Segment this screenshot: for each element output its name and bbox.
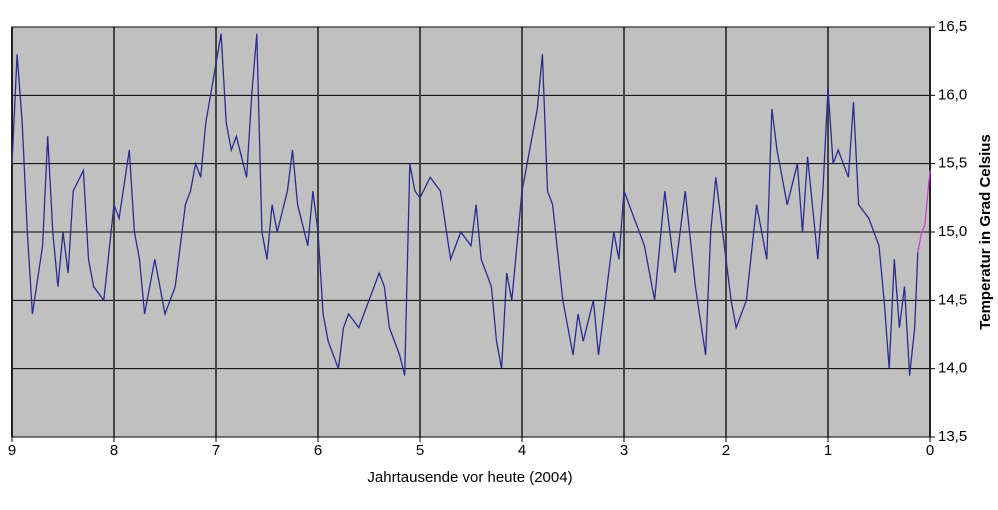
y-tick-label: 15,5 (938, 155, 967, 172)
y-tick-label: 16,5 (938, 18, 967, 35)
x-tick-label: 0 (926, 442, 934, 459)
y-tick-label: 13,5 (938, 428, 967, 445)
y-tick-label: 16,0 (938, 86, 967, 103)
line-series (11, 33, 919, 376)
x-tick-label: 5 (416, 442, 424, 459)
x-axis-label: Jahrtausende vor heute (2004) (367, 469, 572, 486)
x-tick-label: 2 (722, 442, 730, 459)
y-tick-label: 14,5 (938, 291, 967, 308)
y-tick-label: 14,0 (938, 360, 967, 377)
y-tick-label: 15,0 (938, 223, 967, 240)
x-tick-label: 3 (620, 442, 628, 459)
line-series (917, 170, 931, 253)
x-tick-label: 1 (824, 442, 832, 459)
plot-border (11, 26, 931, 438)
x-tick-label: 7 (212, 442, 220, 459)
x-tick-label: 6 (314, 442, 322, 459)
x-tick-label: 8 (110, 442, 118, 459)
x-tick-label: 9 (8, 442, 16, 459)
x-tick-label: 4 (518, 442, 526, 459)
y-axis-label: Temperatur in Grad Celsius (977, 134, 994, 330)
